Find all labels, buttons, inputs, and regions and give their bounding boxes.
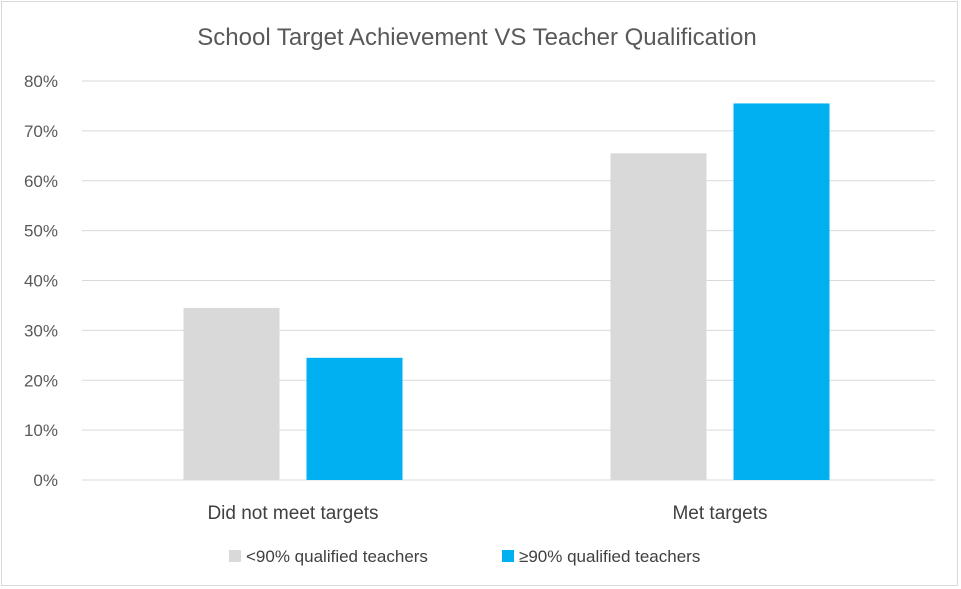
y-tick-label: 10% [24,421,58,440]
x-axis-categories: Did not meet targets Met targets [207,503,767,524]
y-tick-label: 40% [24,272,58,291]
legend-label: ≥90% qualified teachers [519,547,700,566]
bars [183,103,830,480]
legend-swatch [502,550,514,562]
legend: <90% qualified teachers ≥90% qualified te… [229,547,700,566]
y-tick-label: 80% [24,72,58,91]
bar-below-90-not-met [183,307,280,480]
x-category-label: Did not meet targets [207,503,378,524]
x-category-label: Met targets [672,503,767,524]
y-axis-ticks: 0% 10% 20% 30% 40% 50% 60% 70% 80% [24,72,58,490]
y-tick-label: 30% [24,321,58,340]
bar-at-least-90-not-met [306,357,403,480]
bar-at-least-90-met [733,103,830,480]
y-tick-label: 50% [24,222,58,241]
bar-below-90-met [610,153,707,480]
y-tick-label: 70% [24,122,58,141]
y-tick-label: 60% [24,172,58,191]
y-tick-label: 0% [33,471,58,490]
y-tick-label: 20% [24,371,58,390]
legend-label: <90% qualified teachers [246,547,428,566]
chart-title: School Target Achievement VS Teacher Qua… [197,24,756,51]
legend-swatch [229,550,241,562]
